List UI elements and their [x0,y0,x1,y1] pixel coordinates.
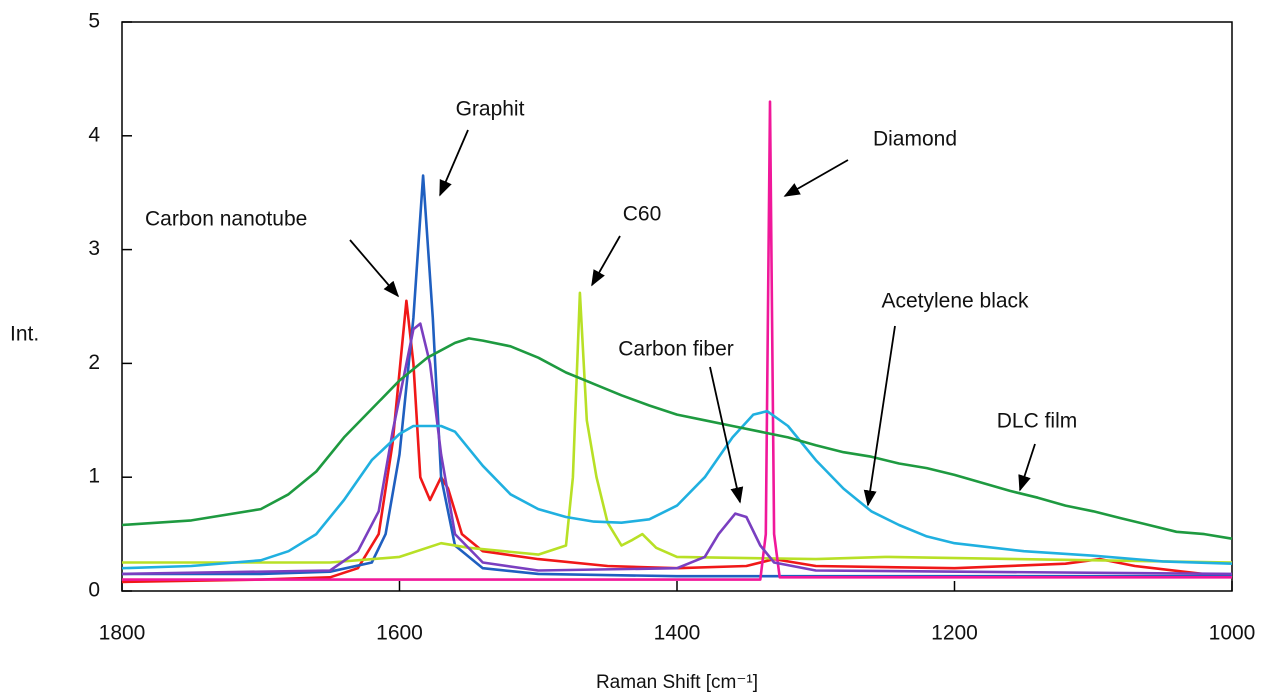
x-axis-label: Raman Shift [cm⁻¹] [596,672,758,693]
label-arrow [1018,443,1036,492]
series-label: Carbon nanotube [145,208,307,231]
y-tick-label: 2 [88,351,100,374]
series-line [121,322,1233,576]
y-axis-label: Int. [10,323,39,346]
y-tick-label: 4 [88,123,100,146]
series-line [121,299,1233,584]
x-tick-label: 1200 [931,622,978,645]
label-arrow [591,235,621,287]
series-label: Acetylene black [881,290,1029,313]
label-arrow [863,325,896,507]
y-tick-label: 5 [88,10,100,33]
series-line [121,409,1233,570]
series-line [122,174,1232,578]
series-line [121,337,1233,540]
series-line [122,291,1233,564]
series-label: C60 [623,203,662,226]
label-arrow [349,239,400,298]
x-tick-label: 1400 [654,622,701,645]
y-tick-label: 0 [88,579,100,602]
series-label: Graphit [456,98,525,121]
label-arrow [439,129,469,197]
label-arrow [709,366,744,504]
y-tick-label: 1 [88,465,100,488]
series-label: Carbon fiber [618,338,734,361]
x-tick-label: 1800 [99,622,146,645]
x-tick-label: 1000 [1209,622,1256,645]
series-line [122,100,1232,581]
x-tick-label: 1600 [376,622,423,645]
series-label: DLC film [997,410,1078,433]
label-arrow [783,159,849,197]
y-tick-label: 3 [88,237,100,260]
series-label: Diamond [873,128,957,151]
